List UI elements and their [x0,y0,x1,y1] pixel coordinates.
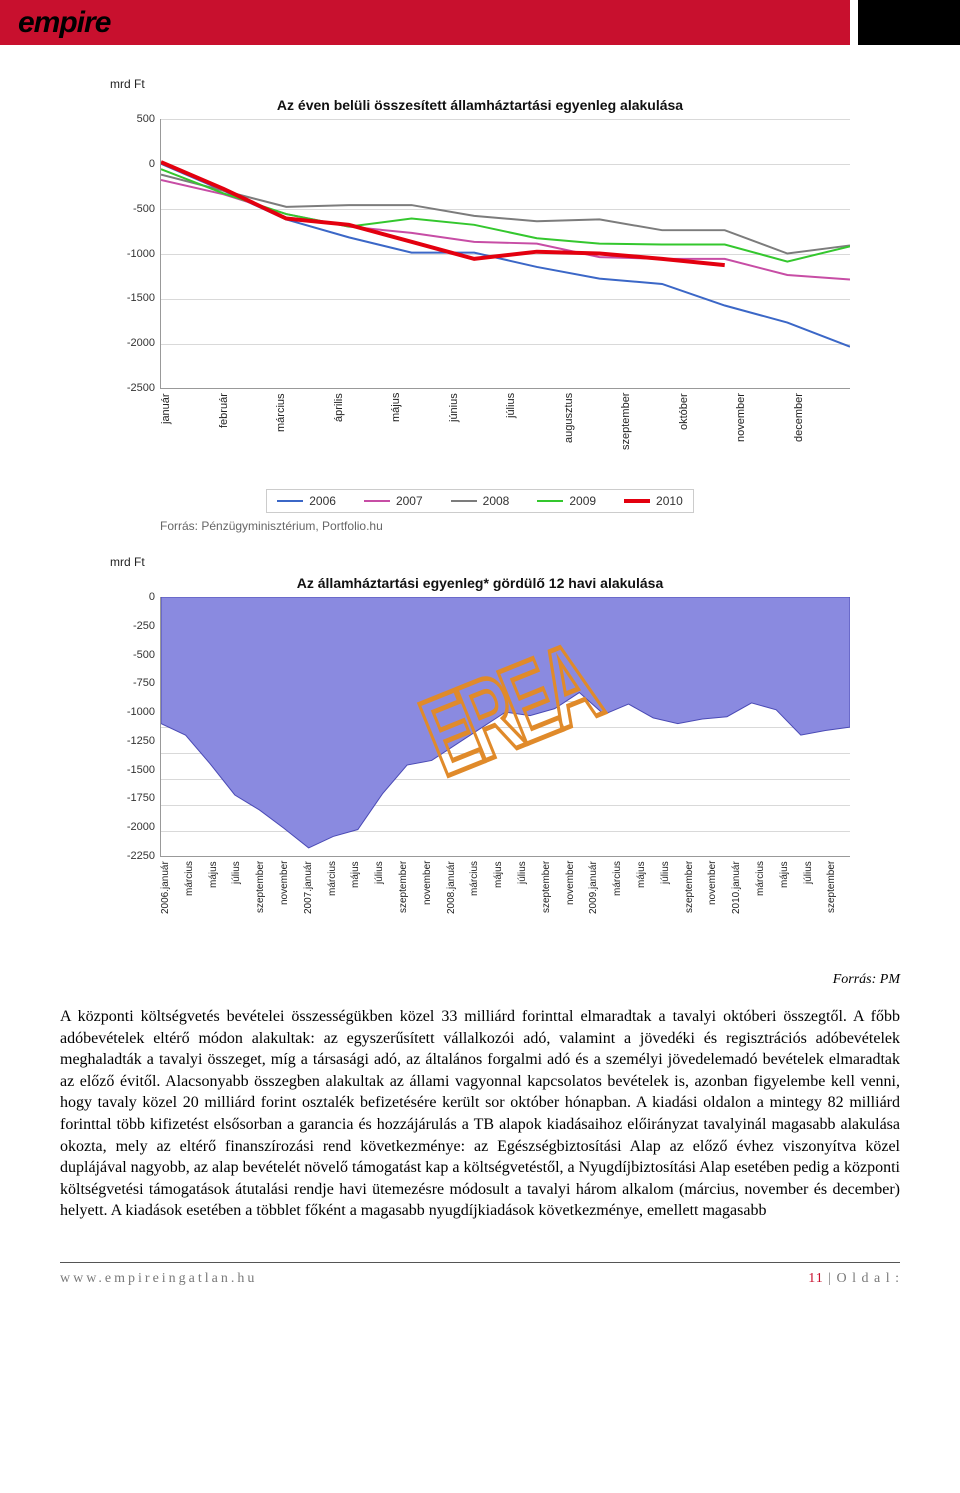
chart1-xtick: április [333,393,391,483]
chart2-xtick: november [565,861,589,956]
legend-label: 2007 [396,494,423,508]
chart2-xtick: május [208,861,232,956]
header-black-block [858,0,960,45]
footer-page-label: | O l d a l : [824,1271,900,1286]
legend-item: 2008 [451,494,510,508]
chart2-xtick: szeptember [541,861,565,956]
chart1-ytick: 0 [113,158,155,170]
chart1-ytick: 500 [113,113,155,125]
chart2-xtick: 2009.január [588,861,612,956]
header-gap [850,0,858,45]
chart1-legend: 2006 2007 2008 2009 2010 [266,489,694,513]
chart1-xtick: február [218,393,276,483]
legend-item: 2006 [277,494,336,508]
chart2-yunit: mrd Ft [110,555,145,569]
chart2-ytick: -2250 [113,850,155,862]
chart2-xtick: március [184,861,208,956]
chart1-source: Forrás: Pénzügyminisztérium, Portfolio.h… [160,519,850,533]
chart2-xtick: július [660,861,684,956]
chart2-xtick: 2008.január [446,861,470,956]
page-header: empire [0,0,960,45]
source-right: Forrás: PM [60,972,900,988]
chart2-xtick: 2010.január [731,861,755,956]
chart1-xtick: június [448,393,506,483]
chart2-xtick: július [517,861,541,956]
chart1-plot: 5000-500-1000-1500-2000-2500 [160,119,850,389]
chart2-xtick: július [374,861,398,956]
page-footer: www.empireingatlan.hu 11 | O l d a l : [60,1262,900,1305]
chart2-xtick: 2006.január [160,861,184,956]
chart2-xtick: május [493,861,517,956]
chart1-xtick: július [505,393,563,483]
chart1: mrd Ft Az éven belüli összesített államh… [110,75,850,533]
legend-item: 2010 [624,494,683,508]
chart2-plot: EREA 0-250-500-750-1000-1250-1500-1750-2… [160,597,850,857]
chart1-ytick: -2000 [113,337,155,349]
legend-item: 2009 [537,494,596,508]
chart1-xticks: januárfebruármárciusáprilismájusjúniusjú… [160,393,850,483]
chart1-ytick: -1000 [113,248,155,260]
chart2-xtick: november [707,861,731,956]
chart2-ytick: -1000 [113,706,155,718]
body-paragraph: A központi költségvetés bevételei összes… [60,1006,900,1222]
legend-label: 2008 [483,494,510,508]
logo: empire [18,6,110,40]
legend-label: 2009 [569,494,596,508]
legend-swatch [537,500,563,502]
chart2-xtick: május [636,861,660,956]
chart1-xtick: január [160,393,218,483]
chart2-ytick: -1500 [113,764,155,776]
chart1-xtick: május [390,393,448,483]
chart2-ytick: -2000 [113,821,155,833]
chart2-xtick: március [612,861,636,956]
chart2-ytick: -1250 [113,735,155,747]
chart2-xtick: szeptember [826,861,850,956]
chart1-xtick: december [793,393,851,483]
chart2-xtick: március [755,861,779,956]
chart2-xtick: 2007.január [303,861,327,956]
chart2-xtick: július [231,861,255,956]
chart2-xtick: november [279,861,303,956]
footer-page: 11 | O l d a l : [808,1271,900,1287]
legend-label: 2010 [656,494,683,508]
legend-item: 2007 [364,494,423,508]
chart2-xtick: március [327,861,351,956]
chart2-xtick: május [350,861,374,956]
legend-swatch [277,500,303,502]
chart2-ytick: -1750 [113,792,155,804]
chart1-yunit: mrd Ft [110,77,145,91]
chart1-ytick: -1500 [113,292,155,304]
chart2: mrd Ft Az államháztartási egyenleg* görd… [110,553,850,956]
chart2-ytick: -750 [113,677,155,689]
chart2-title: Az államháztartási egyenleg* gördülő 12 … [110,575,850,591]
chart2-xticks: 2006.januármárciusmájusjúliusszeptembern… [160,861,850,956]
chart2-xtick: november [422,861,446,956]
chart2-xtick: szeptember [398,861,422,956]
chart1-xtick: október [678,393,736,483]
chart2-xtick: július [803,861,827,956]
chart1-xtick: március [275,393,333,483]
legend-swatch [624,499,650,503]
chart1-title: Az éven belüli összesített államháztartá… [110,97,850,113]
legend-label: 2006 [309,494,336,508]
chart1-xtick: november [735,393,793,483]
chart2-ytick: -250 [113,620,155,632]
chart1-ytick: -2500 [113,382,155,394]
legend-swatch [364,500,390,502]
footer-url: www.empireingatlan.hu [60,1271,257,1287]
chart1-ytick: -500 [113,203,155,215]
chart2-ytick: 0 [113,591,155,603]
legend-swatch [451,500,477,502]
chart2-xtick: május [779,861,803,956]
chart2-ytick: -500 [113,649,155,661]
chart2-xtick: március [469,861,493,956]
footer-page-num: 11 [808,1271,823,1286]
header-red-stripe: empire [0,0,850,45]
chart1-xtick: augusztus [563,393,621,483]
chart2-xtick: szeptember [255,861,279,956]
chart2-xtick: szeptember [684,861,708,956]
chart1-xtick: szeptember [620,393,678,483]
